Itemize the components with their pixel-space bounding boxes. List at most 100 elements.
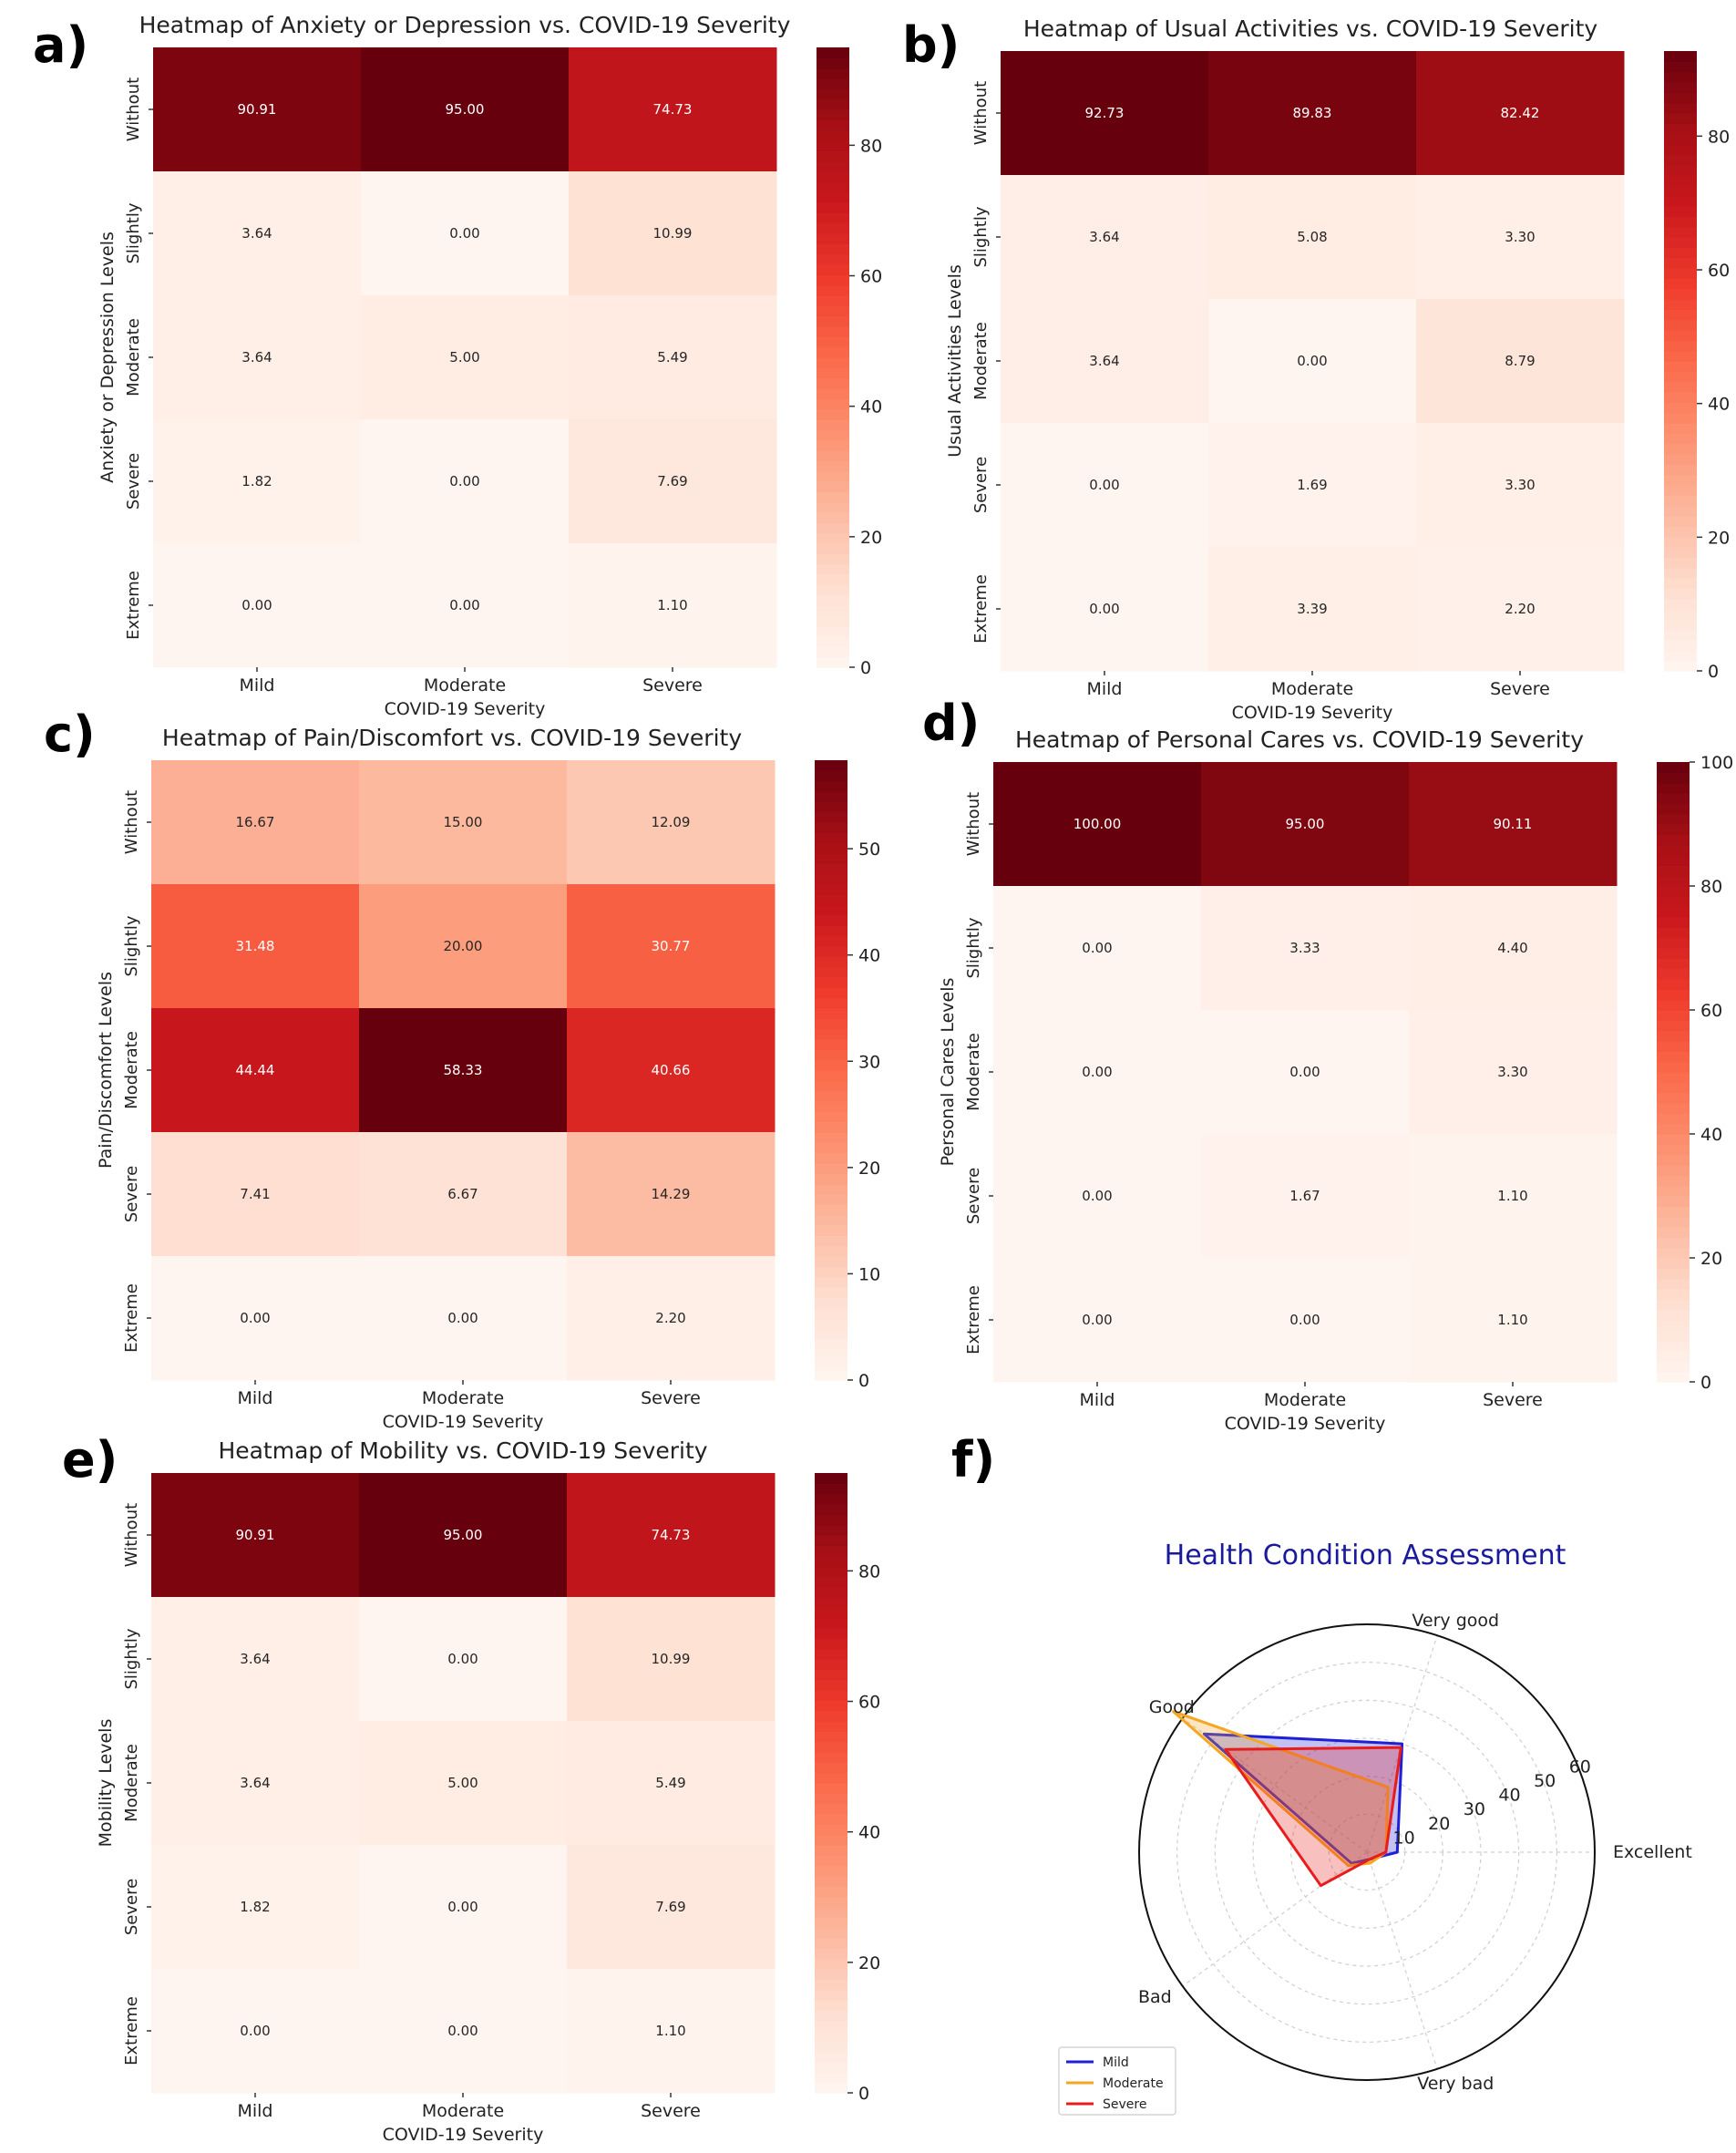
colorbar-segment [1657,1361,1690,1373]
cell-value-label: 5.49 [655,1775,685,1791]
colorbar-segment [815,1679,847,1691]
colorbar-segment [815,1328,847,1340]
heatmap-cell [1001,547,1209,672]
colorbar-segment [1657,1216,1690,1228]
colorbar-segment [817,574,849,585]
colorbar-segment [1657,772,1690,784]
colorbar-tick-label: 40 [1700,1125,1722,1145]
y-tick-label: Moderate [122,1031,141,1109]
cell-value-label: 40.66 [652,1062,691,1078]
radar-category-label: Bad [1138,1987,1172,2007]
colorbar-segment [815,1814,847,1825]
colorbar-segment [817,636,849,647]
colorbar-segment [817,233,849,244]
colorbar-segment [815,966,847,978]
colorbar-segment [1657,948,1690,959]
colorbar-segment [817,439,849,451]
colorbar-segment [1664,516,1697,527]
heatmap-cell [1201,1134,1410,1259]
heatmap-cell [153,171,362,296]
cell-value-label: 0.00 [447,1310,478,1326]
cell-value-label: 3.64 [1089,353,1119,369]
colorbar-segment [817,605,849,616]
cell-value-label: 0.00 [1082,1312,1112,1328]
heatmap-cell [1409,762,1618,887]
colorbar-tick-label: 80 [1708,127,1730,147]
colorbar-segment [817,109,849,120]
heatmap-cell [567,884,776,1009]
colorbar-segment [815,1648,847,1660]
y-tick-label: Moderate [971,322,991,400]
heatmap-cell [1208,299,1417,424]
colorbar-segment [1657,1227,1690,1238]
colorbar-segment [815,1152,847,1164]
cell-value-label: 6.67 [447,1186,478,1202]
y-tick-label: Without [122,790,141,854]
radial-tick-label: 20 [1428,1814,1450,1834]
x-tick-label: Severe [1483,1390,1543,1410]
heatmap-cell [359,1721,568,1846]
heatmap-cell [569,47,777,172]
cell-value-label: 74.73 [653,101,693,118]
colorbar-tick-label: 20 [1700,1249,1722,1269]
cell-value-label: 0.00 [447,1899,478,1915]
heatmap-cell [993,762,1202,887]
chart-title: Heatmap of Mobility vs. COVID-19 Severit… [218,1437,707,1464]
x-tick-label: Moderate [1264,1390,1346,1410]
colorbar-segment [1664,299,1697,310]
colorbar-segment [1657,968,1690,980]
heatmap-cell [567,1721,776,1846]
cell-value-label: 3.64 [241,349,272,366]
colorbar-segment [1657,1072,1690,1083]
cell-value-label: 5.00 [447,1775,478,1791]
colorbar-segment [815,1803,847,1815]
chart-title: Heatmap of Anxiety or Depression vs. COV… [139,12,791,38]
colorbar-segment [815,1359,847,1371]
cell-value-label: 3.64 [1089,229,1119,245]
colorbar-segment [1664,588,1697,600]
cell-value-label: 2.20 [655,1310,685,1326]
heatmap-cell [1416,547,1625,672]
colorbar-segment [815,1132,847,1143]
colorbar-segment [815,1824,847,1836]
colorbar-segment [815,1101,847,1112]
colorbar-segment [815,1700,847,1712]
heatmap-cell [1409,1258,1618,1383]
heatmap-cell [993,1258,1202,1383]
y-tick-label: Without [964,792,983,856]
colorbar-segment [817,140,849,151]
colorbar-segment [1657,1185,1690,1197]
radar-outer-ring [1138,1623,1596,2081]
colorbar-segment [815,1752,847,1763]
x-tick-label: Mild [1086,679,1122,699]
colorbar-segment [1664,433,1697,445]
colorbar-segment [815,832,847,844]
colorbar-segment [817,295,849,306]
colorbar-segment [1657,1092,1690,1104]
colorbar-segment [1657,1206,1690,1218]
colorbar-segment [815,1266,847,1278]
colorbar-segment [815,1080,847,1092]
colorbar-segment [1664,330,1697,341]
colorbar-segment [817,171,849,182]
colorbar-segment [815,2082,847,2094]
cell-value-label: 44.44 [236,1062,275,1078]
colorbar-segment [817,305,849,317]
colorbar-segment [815,1090,847,1102]
x-tick-label: Moderate [422,2101,504,2121]
colorbar-tick-label: 40 [1708,395,1730,415]
cell-value-label: 1.82 [240,1899,270,1915]
colorbar-segment [1657,1123,1690,1135]
colorbar-tick-label: 20 [858,1953,880,1973]
colorbar-segment [1664,474,1697,486]
heatmap-cell [361,47,570,172]
colorbar-segment [1664,371,1697,383]
colorbar-segment [817,408,849,420]
colorbar-tick-label: 0 [860,658,871,678]
colorbar-segment [815,1173,847,1185]
colorbar-tick-label: 60 [1708,261,1730,281]
colorbar-segment [815,1028,847,1040]
colorbar-segment [815,760,847,771]
radar-panel: f) Health Condition Assessment Excellent Ve… [951,1431,1692,2116]
